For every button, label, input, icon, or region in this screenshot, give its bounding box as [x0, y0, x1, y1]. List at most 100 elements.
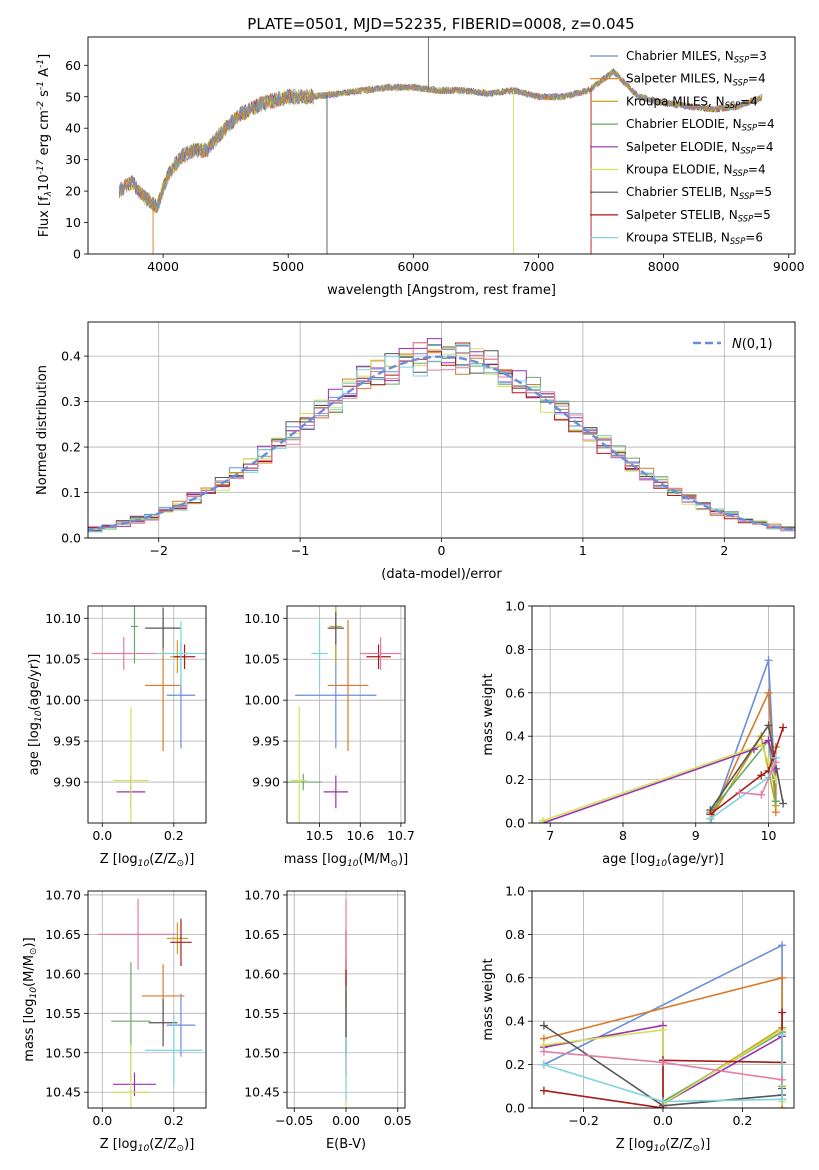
y-axis-label: mass weight — [481, 673, 496, 755]
y-tick-label: 0.0 — [505, 816, 525, 831]
y-tick-label: 10.10 — [244, 611, 280, 626]
plot-area — [539, 941, 787, 1108]
legend-label: Salpeter STELIB, NSSP=5 — [626, 208, 771, 224]
y-tick-label: 1.0 — [505, 599, 525, 614]
x-tick-label: 10.7 — [387, 828, 415, 843]
plot-area — [119, 37, 763, 254]
plot-area — [91, 606, 206, 823]
weight-marker — [539, 1047, 548, 1056]
errorbar-point — [145, 1014, 203, 1086]
x-axis-label: age [log10(age/yr)] — [602, 852, 724, 869]
errorbar-point — [166, 922, 189, 955]
weight-marker — [771, 797, 780, 806]
x-tick-label: 5000 — [272, 259, 304, 274]
x-tick-label: 7000 — [523, 259, 555, 274]
x-tick-label: −0.2 — [568, 1113, 598, 1128]
legend-label: Kroupa ELODIE, NSSP=4 — [626, 163, 766, 179]
weight-marker — [706, 814, 715, 823]
y-tick-label: 10.65 — [244, 927, 280, 942]
y-tick-label: 0 — [73, 247, 81, 262]
y-tick-label: 10.45 — [244, 1085, 280, 1100]
residuals-panel: −2 −1 0 1 2 0.0 0.1 0.2 0.3 0.4 (data-model)/error… — [35, 321, 796, 582]
y-tick-label: 60 — [65, 58, 81, 73]
spectrum-line-2 — [119, 69, 762, 214]
y-tick-label: 10.00 — [244, 693, 280, 708]
x-tick-label: 4000 — [147, 259, 179, 274]
y-axis-label: Flux [fλ10-17 erg cm-2 s-1 A-1] — [36, 54, 54, 237]
y-tick-label: 0.1 — [61, 485, 81, 500]
x-axis-label: Z [log10(Z/Z⊙)] — [100, 1137, 195, 1154]
legend-label: N(0,1) — [732, 337, 773, 352]
x-tick-label: 8000 — [648, 259, 680, 274]
x-tick-label: 8 — [619, 828, 627, 843]
errorbar-point — [327, 611, 344, 645]
axes-frame — [286, 890, 406, 1109]
plot-area — [98, 898, 203, 1108]
y-tick-label: 0.4 — [505, 1014, 525, 1029]
normal-curve — [88, 355, 795, 532]
weight-marker — [659, 1097, 667, 1106]
weight-marker — [778, 1075, 787, 1084]
y-tick-label: 0.4 — [61, 349, 81, 364]
weight-marker — [778, 1008, 787, 1017]
y-tick-label: 10.60 — [45, 966, 81, 981]
errorbar-point — [366, 644, 391, 670]
legend-label: Kroupa MILES, NSSP=4 — [626, 94, 758, 110]
x-tick-label: 0.2 — [164, 1113, 184, 1128]
y-tick-label: 0.6 — [505, 970, 525, 985]
x-tick-label: 0.0 — [653, 1113, 673, 1128]
y-tick-label: 10.45 — [45, 1085, 81, 1100]
spectrum-panel: 4000 5000 6000 7000 8000 9000 0 10 20 30 40 50 60 wav… — [36, 36, 805, 298]
errorbar-point — [130, 606, 139, 664]
y-tick-label: 10.05 — [45, 652, 81, 667]
histogram-series-9 — [88, 342, 795, 535]
weight-marker — [764, 688, 773, 697]
x-tick-label: 1 — [579, 543, 587, 558]
errorbar-point — [91, 637, 156, 670]
y-axis-label: mass [log10(M/M⊙)] — [22, 937, 39, 1061]
z-mass-panel: 0.0 0.2 10.45 10.50 10.55 10.60 10.65 10.70 Z [l… — [22, 887, 207, 1154]
weight-marker — [539, 1060, 548, 1069]
errorbar-point — [173, 644, 196, 670]
legend-label: Salpeter ELODIE, NSSP=4 — [626, 140, 774, 156]
weight-marker — [778, 1095, 787, 1104]
plot-area — [88, 338, 795, 535]
y-axis-label: Normed distribution — [35, 365, 50, 495]
weight-marker — [771, 758, 780, 767]
y-tick-label: 10 — [65, 215, 81, 230]
y-tick-label: 10.60 — [244, 966, 280, 981]
axes-frame — [286, 605, 406, 824]
legend-label: Chabrier STELIB, NSSP=5 — [626, 185, 772, 201]
y-tick-label: 0.4 — [505, 729, 525, 744]
errorbar-point — [113, 1044, 149, 1108]
y-tick-label: 10.50 — [45, 1045, 81, 1060]
weight-marker — [778, 941, 787, 950]
y-tick-label: 10.70 — [45, 887, 81, 902]
x-tick-label: 10 — [761, 828, 777, 843]
errorbar-point — [291, 706, 308, 823]
x-axis-label: Z [log10(Z/Z⊙)] — [616, 1137, 711, 1154]
weight-marker — [539, 1086, 548, 1095]
x-tick-label: −2 — [149, 543, 167, 558]
y-tick-label: 10.65 — [45, 927, 81, 942]
errorbar-point — [360, 637, 401, 670]
y-tick-label: 1.0 — [505, 884, 525, 899]
x-tick-label: 0.0 — [92, 1113, 112, 1128]
axes-frame — [87, 36, 796, 255]
y-tick-label: 9.95 — [252, 734, 280, 749]
weight-line-9 — [543, 1034, 783, 1103]
weight-marker — [779, 723, 788, 732]
axes-frame — [87, 890, 207, 1109]
weight-marker — [764, 721, 773, 730]
y-tick-label: 50 — [65, 89, 81, 104]
y-tick-label: 9.90 — [53, 775, 81, 790]
y-tick-label: 20 — [65, 184, 81, 199]
z-weight-panel: −0.2 0.0 0.2 0.0 0.2 0.4 0.6 0.8 1.0 Z [log10(Z/Z… — [481, 884, 795, 1154]
y-tick-label: 10.05 — [244, 652, 280, 667]
x-axis-label: (data-model)/error — [381, 567, 502, 582]
weight-marker — [538, 816, 547, 823]
errorbar-point — [145, 607, 181, 649]
weight-marker — [735, 788, 744, 797]
y-tick-label: 9.95 — [53, 734, 81, 749]
